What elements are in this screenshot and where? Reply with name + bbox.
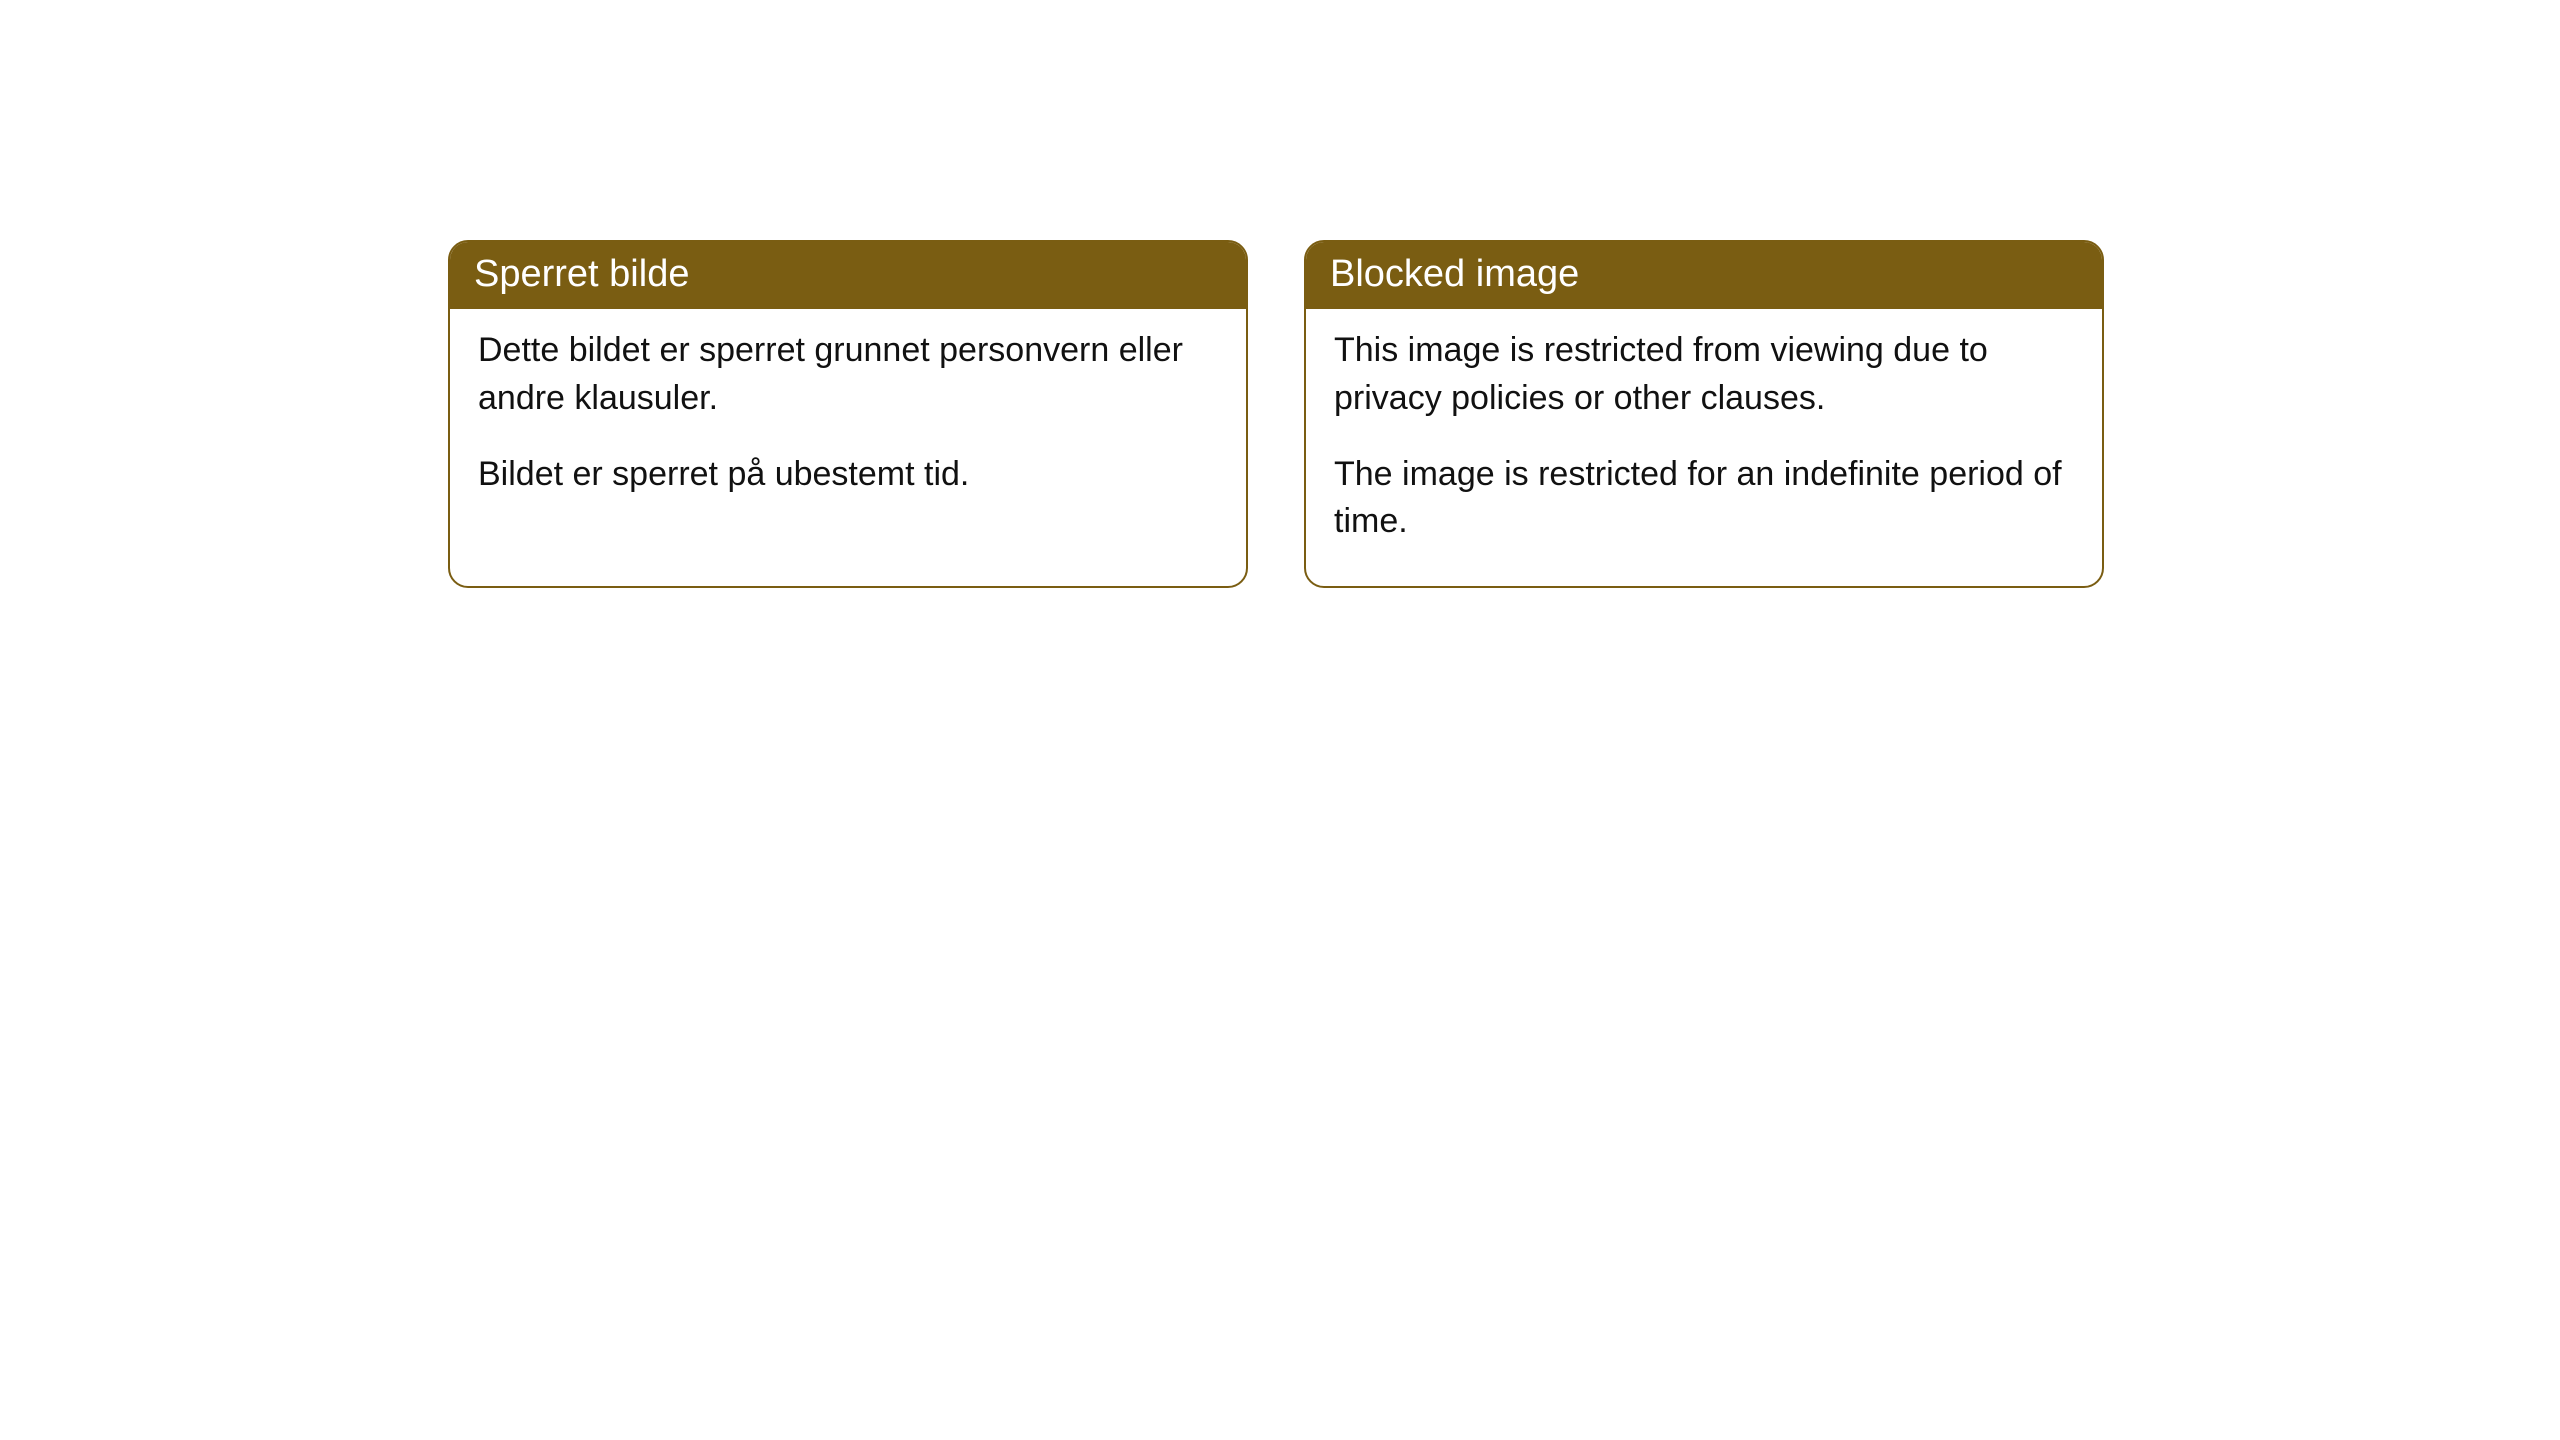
card-paragraph: The image is restricted for an indefinit… <box>1334 451 2074 546</box>
card-title: Blocked image <box>1306 242 2102 309</box>
card-paragraph: This image is restricted from viewing du… <box>1334 327 2074 422</box>
notice-container: Sperret bilde Dette bildet er sperret gr… <box>448 240 2104 588</box>
card-title: Sperret bilde <box>450 242 1246 309</box>
card-body: Dette bildet er sperret grunnet personve… <box>450 309 1246 538</box>
card-paragraph: Bildet er sperret på ubestemt tid. <box>478 451 1218 499</box>
card-body: This image is restricted from viewing du… <box>1306 309 2102 585</box>
notice-card-norwegian: Sperret bilde Dette bildet er sperret gr… <box>448 240 1248 588</box>
card-paragraph: Dette bildet er sperret grunnet personve… <box>478 327 1218 422</box>
notice-card-english: Blocked image This image is restricted f… <box>1304 240 2104 588</box>
